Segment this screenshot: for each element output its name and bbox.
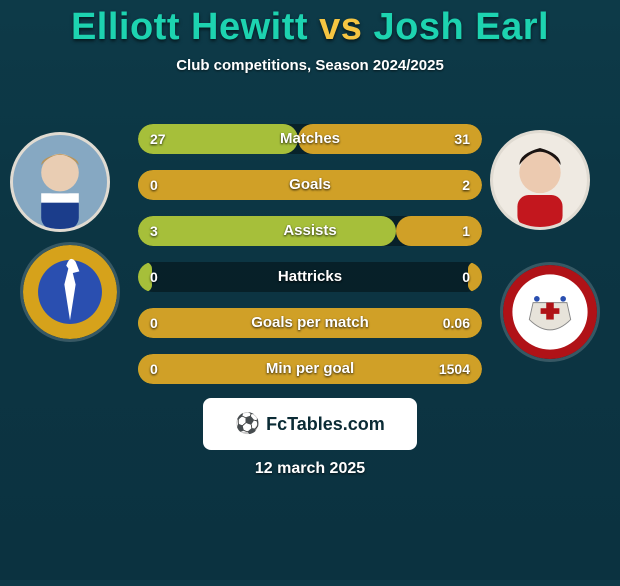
subtitle: Club competitions, Season 2024/2025 [0,57,620,74]
player2-club-badge [500,262,600,362]
comparison-date: 12 march 2025 [0,460,620,478]
player2-badge-svg [503,265,597,359]
stat-row: 01504Min per goal [138,354,482,384]
player2-avatar-svg [493,133,587,227]
player1-avatar-svg [13,135,107,229]
player2-avatar [490,130,590,230]
player1-club-badge [20,242,120,342]
stat-row: 2731Matches [138,124,482,154]
stat-fill-right [138,170,482,200]
stat-bars: 2731Matches 02Goals 31Assists 00Hattricks 00… [138,124,482,400]
player1-badge-svg [23,245,117,339]
stat-fill-left [138,216,396,246]
stat-fill-left [138,124,298,154]
stat-fill-left [138,262,152,292]
stat-label: Hattricks [138,262,482,292]
player1-name: Elliott Hewitt [71,6,308,48]
stage: 2731Matches 02Goals 31Assists 00Hattricks 00… [0,124,620,394]
comparison-title: Elliott Hewitt vs Josh Earl [0,6,620,49]
player1-avatar [10,132,110,232]
stat-fill-right [138,308,482,338]
source-logo-text: FcTables.com [266,414,385,435]
stat-row: 31Assists [138,216,482,246]
stat-fill-right [298,124,482,154]
stat-fill-right [138,354,482,384]
source-logo-pill: ⚽ FcTables.com [203,398,417,450]
stat-row: 02Goals [138,170,482,200]
stat-row: 00Hattricks [138,262,482,292]
player2-name: Josh Earl [373,6,549,48]
football-icon: ⚽ [235,414,260,434]
vs-label: vs [319,6,362,48]
stat-fill-right [396,216,482,246]
stat-row: 00.06Goals per match [138,308,482,338]
stat-fill-right [468,262,482,292]
